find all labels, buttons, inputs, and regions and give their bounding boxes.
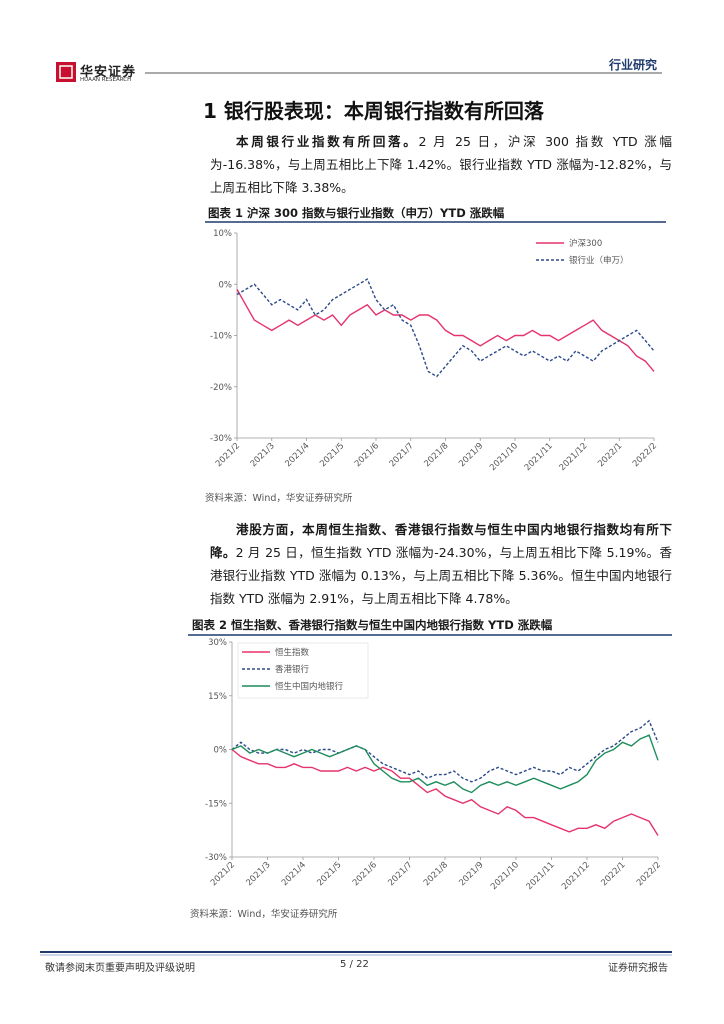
paragraph-text: 2 月 25 日，恒生指数 YTD 涨幅为-24.30%，与上周五相比下降 5.… bbox=[210, 545, 672, 606]
x-tick-label: 2021/6 bbox=[351, 860, 379, 888]
paragraph-lead: 本周银行业指数有所回落。 bbox=[236, 134, 419, 149]
y-tick-label: -30% bbox=[205, 853, 227, 863]
figure-title: 图表 2 恒生指数、香港银行指数与恒生中国内地银行指数 YTD 涨跌幅 bbox=[192, 617, 552, 633]
x-tick-label: 2021/11 bbox=[525, 860, 557, 892]
figure-title: 图表 1 沪深 300 指数与银行业指数（申万）YTD 涨跌幅 bbox=[208, 205, 504, 221]
report-category: 行业研究 bbox=[609, 58, 658, 72]
y-tick-label: -10% bbox=[210, 332, 232, 342]
y-tick-label: 15% bbox=[208, 692, 227, 702]
paragraph-text: 2 月 25 日，沪深 300 指数 YTD 涨幅为-16.38%，与上周五相比… bbox=[210, 134, 672, 195]
y-tick-label: -15% bbox=[205, 799, 227, 809]
legend-label: 恒生指数 bbox=[275, 647, 310, 658]
figure-label: 图表 1 bbox=[208, 206, 244, 220]
x-tick-label: 2021/3 bbox=[244, 860, 272, 888]
x-tick-label: 2021/7 bbox=[386, 860, 414, 888]
series-line bbox=[231, 734, 659, 794]
y-tick-label: 10% bbox=[213, 229, 232, 239]
series-line bbox=[231, 719, 659, 783]
logo-name: 华安证券 bbox=[80, 65, 137, 80]
section-number: 1 bbox=[203, 99, 217, 123]
x-tick-label: 2022/2 bbox=[635, 860, 663, 888]
logo-english: HUAAN RESEARCH bbox=[80, 77, 132, 83]
legend-label: 恒生中国内地银行 bbox=[275, 681, 344, 692]
legend-label: 沪深300 bbox=[569, 238, 602, 249]
series-line bbox=[236, 289, 655, 372]
x-tick-label: 2021/8 bbox=[422, 860, 450, 888]
x-tick-label: 2021/12 bbox=[560, 860, 592, 892]
figure-label: 图表 2 bbox=[192, 618, 228, 632]
legend-label: 香港银行 bbox=[275, 664, 310, 675]
y-tick-label: -30% bbox=[210, 434, 232, 444]
figure-source: 资料来源：Wind，华安证券研究所 bbox=[190, 909, 338, 920]
legend-label: 银行业（申万） bbox=[569, 255, 629, 266]
figure-source: 资料来源：Wind，华安证券研究所 bbox=[205, 493, 353, 504]
x-tick-label: 2021/9 bbox=[457, 860, 485, 888]
y-tick-label: 30% bbox=[208, 638, 227, 648]
y-tick-label: -20% bbox=[210, 383, 232, 393]
x-tick-label: 2021/5 bbox=[315, 860, 343, 888]
y-tick-label: 0% bbox=[214, 746, 228, 756]
series-line bbox=[236, 278, 655, 378]
x-tick-label: 2022/1 bbox=[599, 860, 627, 888]
section-heading: 1 银行股表现：本周银行指数有所回落 bbox=[203, 95, 544, 124]
footer-disclaimer: 敬请参阅末页重要声明及评级说明 bbox=[45, 963, 195, 974]
figure-caption: 恒生指数、香港银行指数与恒生中国内地银行指数 YTD 涨跌幅 bbox=[231, 618, 553, 632]
paragraph: 本周银行业指数有所回落。2 月 25 日，沪深 300 指数 YTD 涨幅为-1… bbox=[210, 130, 672, 199]
x-tick-label: 2021/4 bbox=[280, 860, 308, 888]
x-tick-label: 2021/2 bbox=[209, 860, 237, 888]
paragraph-lead: 港股方面，本周恒生指数、香港银行指数与恒生中国内地银行指数均有所下降。 bbox=[210, 522, 672, 560]
logo-mark-inner bbox=[59, 65, 73, 79]
paragraph: 港股方面，本周恒生指数、香港银行指数与恒生中国内地银行指数均有所下降。2 月 2… bbox=[210, 518, 672, 610]
section-title: 银行股表现：本周银行指数有所回落 bbox=[223, 99, 544, 123]
figure-caption: 沪深 300 指数与银行业指数（申万）YTD 涨跌幅 bbox=[247, 206, 505, 220]
x-tick-label: 2021/10 bbox=[489, 860, 521, 892]
logo-mark bbox=[56, 62, 76, 82]
page-number: 5 / 22 bbox=[340, 959, 369, 970]
footer-doc-type: 证券研究报告 bbox=[608, 963, 668, 974]
series-line bbox=[231, 748, 659, 836]
y-tick-label: 0% bbox=[219, 280, 233, 290]
